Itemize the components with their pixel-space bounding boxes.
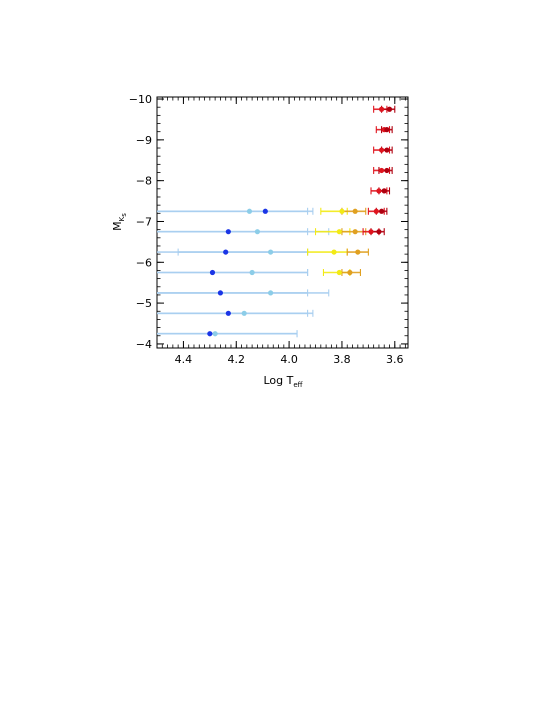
- data-point-red: [368, 229, 374, 235]
- data-point-lightblue: [246, 208, 253, 214]
- data-point-blue: [209, 269, 216, 276]
- y-axis: −10 −9 −8 −7 −6 −5 −4: [129, 93, 408, 351]
- x-tick-label: 4.4: [175, 353, 193, 366]
- y-tick-label: −7: [136, 215, 152, 228]
- data-point-blue: [225, 310, 231, 316]
- data-point-blue: [217, 290, 224, 296]
- data-point-lightblue: [241, 310, 247, 316]
- data-point-darkred: [386, 106, 393, 112]
- x-axis-title-main: Log T: [263, 374, 293, 387]
- y-tick-label: −8: [136, 175, 152, 188]
- data-point-red: [378, 167, 385, 174]
- data-point-darkred: [381, 188, 387, 194]
- y-axis-title-subsub: s: [120, 213, 128, 217]
- data-point-red: [373, 208, 379, 214]
- data-point-lightblue: [268, 290, 274, 296]
- data-point-lightblue: [254, 229, 260, 235]
- data-point-yellow: [336, 229, 342, 235]
- y-tick-label: −6: [136, 256, 152, 269]
- data-point-blue: [262, 208, 268, 214]
- x-tick-label: 4.2: [228, 353, 246, 366]
- data-point-red: [378, 147, 385, 153]
- y-axis-title-main: M: [111, 221, 124, 231]
- data-points: [207, 106, 393, 337]
- x-tick-label: 3.6: [386, 353, 404, 366]
- data-point-yellow: [339, 208, 345, 214]
- data-point-lightblue: [249, 269, 255, 276]
- data-point-darkred: [376, 229, 382, 235]
- plot-border: [156, 96, 409, 349]
- plot-frame: [156, 96, 409, 349]
- data-point-darkred: [378, 208, 385, 214]
- x-tick-label: 3.8: [333, 353, 351, 366]
- data-point-orange: [355, 249, 361, 255]
- data-point-red: [378, 106, 385, 112]
- data-point-orange: [352, 229, 358, 235]
- data-point-darkred: [384, 127, 390, 133]
- data-point-blue: [207, 331, 213, 337]
- x-tick-label: 4.0: [280, 353, 298, 366]
- y-axis-title-sub: K: [118, 216, 126, 221]
- y-tick-label: −9: [136, 134, 152, 147]
- x-axis: 4.4 4.2 4.0 3.8 3.6: [156, 97, 406, 366]
- data-point-darkred: [384, 147, 390, 153]
- y-tick-label: −10: [129, 93, 152, 106]
- data-point-blue: [225, 229, 231, 235]
- data-point-darkred: [384, 167, 390, 174]
- error-bars: [157, 105, 396, 338]
- data-point-orange: [347, 269, 353, 276]
- data-point-orange: [352, 208, 358, 214]
- x-axis-title: Log Teff: [263, 374, 302, 389]
- data-point-lightblue: [212, 331, 218, 337]
- data-point-yellow: [336, 269, 342, 276]
- y-tick-label: −5: [136, 297, 152, 310]
- data-point-yellow: [331, 249, 337, 255]
- data-point-red: [376, 188, 382, 194]
- y-tick-label: −4: [136, 338, 152, 351]
- y-axis-title: MKs: [111, 213, 128, 231]
- data-point-lightblue: [268, 249, 274, 255]
- data-point-blue: [223, 249, 229, 255]
- x-axis-title-sub: eff: [293, 381, 302, 389]
